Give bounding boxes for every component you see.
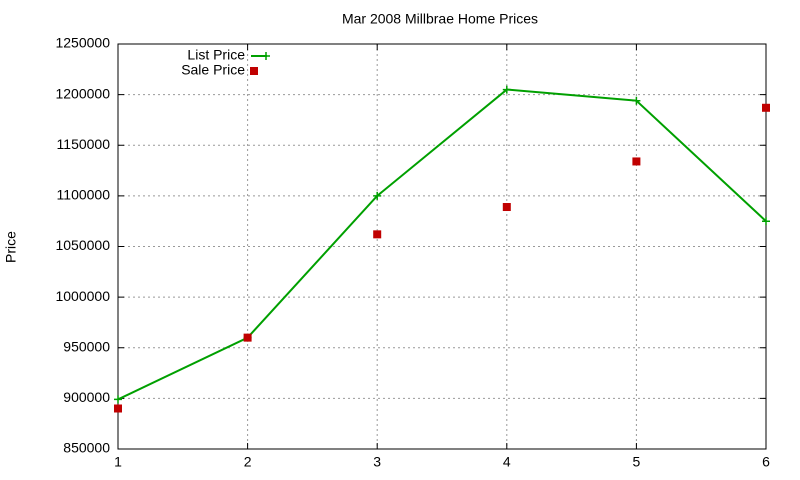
y-tick-label: 1050000 <box>55 237 110 253</box>
point-marker <box>250 67 258 75</box>
point-marker <box>502 85 511 94</box>
y-tick-label: 1000000 <box>55 288 110 304</box>
y-tick-label: 850000 <box>63 440 110 456</box>
y-tick-label: 1150000 <box>57 136 111 152</box>
y-tick-label: 950000 <box>63 338 110 354</box>
series-line <box>117 88 767 401</box>
point-marker <box>243 333 252 342</box>
x-tick-label: 2 <box>244 454 252 470</box>
point-marker <box>632 157 641 166</box>
legend-label: Sale Price <box>181 62 245 78</box>
point-marker <box>262 52 270 60</box>
x-tick-label: 6 <box>762 454 770 470</box>
y-tick-label: 1200000 <box>55 85 110 101</box>
x-tick-label: 4 <box>503 454 511 470</box>
y-tick-label: 1100000 <box>57 187 111 203</box>
x-tick-label: 5 <box>633 454 641 470</box>
point-marker <box>114 395 122 404</box>
point-marker <box>762 217 770 226</box>
y-tick-label: 1250000 <box>55 35 110 51</box>
x-tick-label: 3 <box>373 454 381 470</box>
legend-label: List Price <box>187 47 245 63</box>
x-tick-label: 1 <box>114 454 122 470</box>
point-marker <box>373 191 382 200</box>
point-marker <box>762 103 770 112</box>
point-marker <box>373 230 382 239</box>
point-marker <box>632 96 641 105</box>
plot-frame <box>117 43 767 450</box>
point-marker <box>114 404 122 413</box>
y-axis-label: Price <box>3 231 19 263</box>
y-tick-label: 900000 <box>63 389 110 405</box>
chart-title: Mar 2008 Millbrae Home Prices <box>342 11 538 27</box>
point-marker <box>502 203 511 212</box>
